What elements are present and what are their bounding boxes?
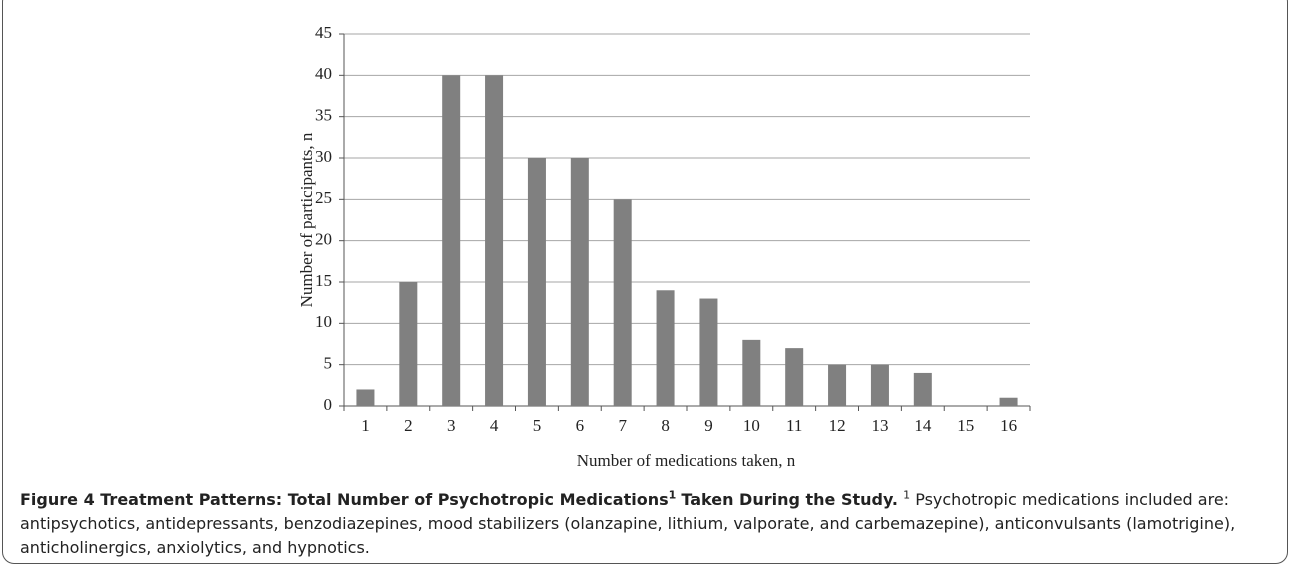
- x-tick-label: 13: [871, 416, 888, 435]
- bar: [870, 364, 889, 406]
- y-tick-label: 30: [315, 147, 332, 166]
- bar: [656, 290, 675, 406]
- x-tick-label: 11: [786, 416, 802, 435]
- caption-title: Figure 4 Treatment Patterns: Total Numbe…: [20, 490, 669, 509]
- bar: [356, 389, 375, 406]
- bar: [828, 364, 847, 406]
- note-sup: 1: [903, 488, 911, 502]
- bar: [699, 298, 718, 406]
- x-tick-label: 14: [914, 416, 932, 435]
- y-axis-title: Number of participants, n: [297, 132, 316, 307]
- x-tick-label: 8: [661, 416, 670, 435]
- chart: Number of medications taken, n Number of…: [297, 23, 1031, 470]
- x-axis-title: Number of medications taken, n: [577, 451, 796, 470]
- y-tick-label: 20: [315, 230, 332, 249]
- bar: [527, 158, 546, 406]
- bar: [785, 348, 804, 406]
- y-tick-label: 10: [315, 312, 332, 331]
- x-tick-label: 9: [704, 416, 713, 435]
- x-tick-label: 3: [447, 416, 456, 435]
- bar: [913, 372, 932, 406]
- bar: [442, 75, 461, 406]
- x-tick-label: 4: [490, 416, 499, 435]
- bar: [742, 339, 761, 406]
- x-tick-label: 6: [576, 416, 585, 435]
- bar: [613, 199, 632, 406]
- x-tick-label: 1: [361, 416, 370, 435]
- y-tick-label: 25: [315, 188, 332, 207]
- bar: [399, 282, 418, 406]
- x-tick-label: 12: [829, 416, 846, 435]
- x-tick-label: 10: [743, 416, 760, 435]
- y-tick-label: 40: [315, 64, 332, 83]
- caption-title-end: Taken During the Study.: [681, 490, 899, 509]
- bar: [999, 397, 1018, 406]
- y-tick-label: 0: [324, 395, 333, 414]
- x-tick-label: 2: [404, 416, 413, 435]
- y-tick-label: 35: [315, 106, 332, 125]
- y-tick-label: 5: [324, 354, 333, 373]
- caption-sup: 1: [668, 488, 677, 502]
- bar: [485, 75, 504, 406]
- x-tick-label: 15: [957, 416, 974, 435]
- y-tick-label: 45: [315, 23, 332, 42]
- x-tick-label: 7: [618, 416, 627, 435]
- x-tick-label: 5: [533, 416, 542, 435]
- caption: Figure 4 Treatment Patterns: Total Numbe…: [20, 488, 1275, 560]
- bar: [570, 158, 589, 406]
- y-tick-label: 15: [315, 271, 332, 290]
- caption-note: Psychotropic medications included are: a…: [20, 490, 1236, 557]
- x-tick-label: 16: [1000, 416, 1017, 435]
